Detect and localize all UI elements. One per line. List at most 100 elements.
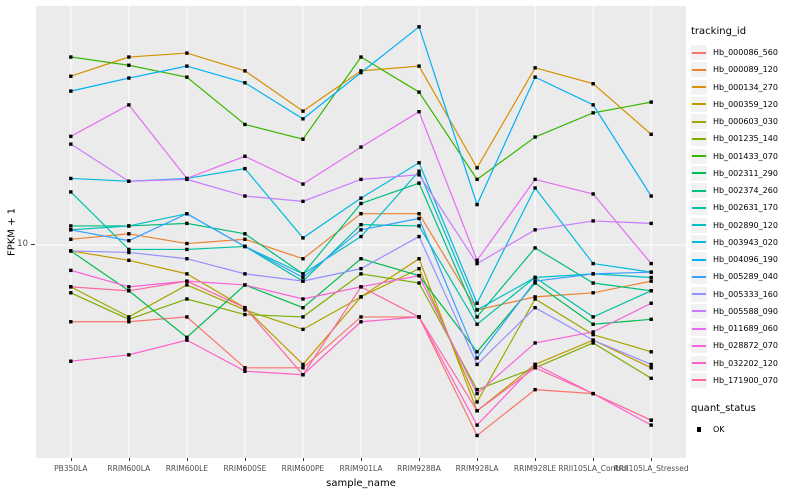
x-tick-label: RRIM600SE <box>223 464 267 473</box>
data-point <box>417 181 421 185</box>
legend-item-Hb_000089_120: Hb_000089_120 <box>691 61 799 78</box>
data-point <box>69 320 73 324</box>
legend-item-Hb_005333_160: Hb_005333_160 <box>691 286 799 303</box>
legend-item-Hb_005289_040: Hb_005289_040 <box>691 268 799 285</box>
data-point <box>243 166 247 171</box>
data-point <box>591 192 595 196</box>
data-point <box>127 238 131 243</box>
data-point <box>185 283 189 287</box>
data-point <box>417 212 421 216</box>
legend-label: Hb_005588_090 <box>713 306 778 316</box>
x-tick-mark <box>593 458 595 461</box>
data-point <box>243 366 247 370</box>
data-point <box>301 137 305 141</box>
legend-key-line-icon <box>691 338 707 354</box>
data-point <box>533 305 537 310</box>
data-point <box>417 234 421 239</box>
data-point <box>301 362 305 367</box>
data-point <box>243 312 247 317</box>
data-point <box>69 291 73 295</box>
data-point <box>301 373 305 377</box>
data-point <box>417 109 421 114</box>
x-tick-label: RRII105LA_Control <box>558 464 628 473</box>
data-point <box>359 257 363 261</box>
data-point <box>301 315 305 319</box>
data-point <box>591 111 595 115</box>
data-point <box>69 74 73 78</box>
x-tick-label: PB350LA <box>54 464 88 473</box>
data-point <box>591 219 595 223</box>
data-point <box>127 285 131 289</box>
data-point <box>475 261 479 266</box>
data-point <box>359 272 363 276</box>
data-point <box>69 89 73 93</box>
legend-key-line-icon <box>691 355 707 371</box>
legend-item-Hb_011689_060: Hb_011689_060 <box>691 320 799 337</box>
data-point <box>127 250 131 255</box>
data-point <box>185 75 189 79</box>
legend-item-Hb_004096_190: Hb_004096_190 <box>691 251 799 268</box>
x-tick-label: RRIM600LE <box>165 464 209 473</box>
x-tick-mark <box>302 458 304 461</box>
legend-item-Hb_002890_120: Hb_002890_120 <box>691 217 799 234</box>
data-point <box>359 69 363 73</box>
data-point <box>533 75 537 79</box>
data-point <box>127 320 131 324</box>
legend: tracking_id Hb_000086_560 Hb_000089_120 Hb… <box>691 26 799 438</box>
data-point <box>359 212 363 216</box>
data-point <box>417 273 421 278</box>
legend-label: Hb_002890_120 <box>713 220 778 230</box>
data-point <box>69 268 73 273</box>
data-point <box>591 322 595 326</box>
legend-key-line-icon <box>691 114 707 130</box>
data-point <box>591 261 595 266</box>
data-point <box>591 338 595 342</box>
data-point <box>359 201 363 206</box>
legend-item-Hb_000359_120: Hb_000359_120 <box>691 96 799 113</box>
x-tick-mark <box>244 458 246 461</box>
legend-item-Hb_005588_090: Hb_005588_090 <box>691 303 799 320</box>
x-tick-label: RRIM928BA <box>397 464 441 473</box>
data-point <box>127 315 131 319</box>
data-point <box>475 350 479 354</box>
legend-key-line-icon <box>691 148 707 164</box>
data-point <box>475 400 479 404</box>
data-point <box>417 161 421 165</box>
data-point <box>475 308 479 312</box>
legend-item-Hb_003943_020: Hb_003943_020 <box>691 234 799 251</box>
data-point <box>475 433 479 438</box>
data-point <box>591 82 595 86</box>
x-tick-mark <box>535 458 537 461</box>
x-tick-mark <box>128 458 130 461</box>
legend-key-line-icon <box>691 217 707 233</box>
data-point <box>243 154 247 158</box>
data-point <box>649 289 653 293</box>
data-point <box>359 295 363 299</box>
data-point <box>649 350 653 354</box>
legend-label: Hb_005333_160 <box>713 289 778 299</box>
legend-key-line-icon <box>691 183 707 199</box>
data-point <box>649 275 653 280</box>
data-point <box>649 376 653 381</box>
legend-item-Hb_032202_120: Hb_032202_120 <box>691 355 799 372</box>
data-point <box>301 279 305 283</box>
data-point <box>185 335 189 340</box>
data-point <box>475 423 479 427</box>
legend-key-line-icon <box>691 372 707 388</box>
data-point <box>475 177 479 182</box>
legend-key-line-icon <box>691 62 707 78</box>
data-point <box>127 258 131 263</box>
data-point <box>591 341 595 345</box>
data-point <box>127 247 131 252</box>
data-point <box>301 366 305 370</box>
data-point <box>301 297 305 301</box>
data-point <box>533 387 537 392</box>
data-point <box>533 362 537 367</box>
data-point <box>127 317 131 322</box>
x-tick-mark <box>477 458 479 461</box>
legend-label: Hb_028872_070 <box>713 341 778 351</box>
legend-label: Hb_004096_190 <box>713 255 778 265</box>
data-point <box>243 283 247 287</box>
data-point <box>533 366 537 370</box>
data-point <box>301 109 305 113</box>
